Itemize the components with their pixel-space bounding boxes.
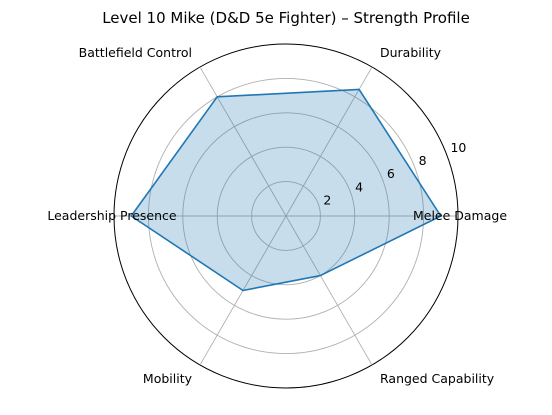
r-tick-label-2: 2 [323, 193, 331, 208]
chart-title: Level 10 Mike (D&D 5e Fighter) – Strengt… [102, 9, 470, 27]
category-label-4: Mobility [143, 371, 193, 386]
series-area-0 [131, 89, 441, 290]
series-layer [131, 89, 441, 290]
r-tick-label-10: 10 [450, 140, 466, 155]
r-tick-label-4: 4 [355, 179, 363, 194]
category-label-3: Leadership Presence [47, 208, 177, 223]
category-label-0: Melee Damage [413, 208, 507, 223]
category-label-1: Durability [380, 45, 442, 60]
r-tick-label-8: 8 [419, 153, 427, 168]
category-label-2: Battlefield Control [79, 45, 192, 60]
r-tick-label-6: 6 [387, 166, 395, 181]
category-label-5: Ranged Capability [380, 371, 495, 386]
